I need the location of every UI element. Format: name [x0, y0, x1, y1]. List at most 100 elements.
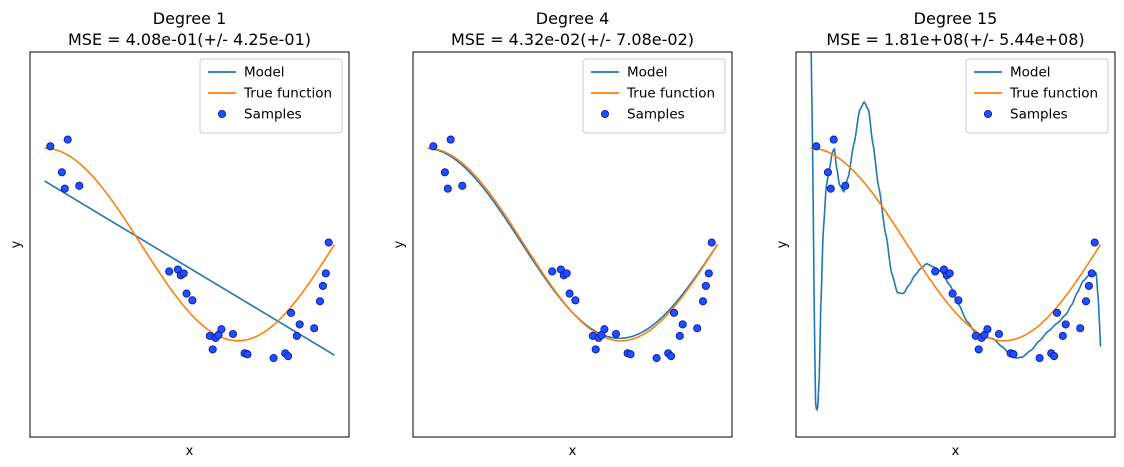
- true-function-line: [810, 147, 1102, 342]
- plot-area: [427, 135, 719, 363]
- sample-point: [324, 238, 333, 247]
- legend-model-label: Model: [627, 65, 668, 81]
- sample-point: [286, 308, 296, 317]
- sample-point: [548, 267, 557, 276]
- sample-point: [707, 238, 716, 247]
- sample-point: [188, 296, 197, 305]
- legend-samples-label: Samples: [1010, 107, 1068, 123]
- legend: Model True function Samples: [199, 58, 343, 134]
- axes-frame: [412, 51, 733, 438]
- sample-point: [310, 324, 319, 333]
- sample-point: [841, 181, 850, 190]
- sample-point: [1050, 352, 1059, 361]
- legend-model-label: Model: [1010, 65, 1051, 81]
- x-axis-label: x: [952, 444, 960, 459]
- sample-point: [591, 345, 600, 354]
- sample-point: [1087, 269, 1096, 278]
- chart-title: Degree 15: [914, 9, 998, 28]
- sample-point: [446, 135, 455, 144]
- sample-point: [571, 296, 580, 305]
- sample-point: [1035, 354, 1044, 363]
- sample-point: [675, 331, 684, 340]
- sample-point: [217, 325, 226, 334]
- sample-point: [611, 329, 621, 339]
- sample-point: [182, 289, 191, 298]
- legend-true-function-label: True function: [626, 86, 715, 102]
- sample-point: [1052, 308, 1062, 317]
- sample-point: [826, 184, 835, 193]
- sample-point: [600, 325, 609, 334]
- legend-box: [199, 58, 343, 134]
- sample-point: [321, 269, 330, 278]
- sample-point: [812, 142, 821, 151]
- sample-point: [829, 135, 838, 144]
- sample-point: [458, 181, 467, 190]
- sample-point: [1009, 350, 1018, 359]
- sample-point: [1081, 297, 1091, 306]
- chart-panel-3: Degree 15 MSE = 1.81e+08(+/- 5.44e+08) x y M…: [775, 9, 1116, 459]
- legend-samples-swatch: [600, 109, 610, 119]
- y-axis-label: y: [392, 240, 407, 248]
- sample-point: [669, 308, 679, 317]
- legend-samples-swatch: [217, 109, 227, 119]
- sample-point: [295, 320, 304, 329]
- sample-point: [1090, 238, 1099, 247]
- sample-point: [931, 267, 940, 276]
- sample-point: [1058, 331, 1067, 340]
- legend-model-label: Model: [244, 65, 285, 81]
- sample-point: [284, 352, 293, 361]
- sample-point: [667, 352, 676, 361]
- legend-box: [582, 58, 726, 134]
- chart-subtitle: MSE = 4.32e-02(+/- 7.08e-02): [451, 30, 694, 49]
- sample-point: [823, 168, 832, 177]
- sample-point: [318, 281, 327, 290]
- true-function-line: [427, 147, 719, 342]
- sample-point: [948, 289, 957, 298]
- sample-point: [652, 354, 661, 363]
- chart-panel-1: Degree 1 MSE = 4.08e-01(+/- 4.25e-01) x y Mo…: [9, 9, 350, 459]
- sample-point: [562, 269, 571, 278]
- plot-area: [810, 52, 1102, 412]
- legend-box: [965, 58, 1109, 134]
- x-axis-label: x: [569, 444, 577, 459]
- chart-title: Degree 1: [153, 9, 227, 28]
- sample-point: [954, 296, 963, 305]
- sample-point: [983, 325, 992, 334]
- sample-point: [57, 168, 66, 177]
- sample-point: [440, 168, 449, 177]
- sample-point: [228, 329, 238, 339]
- true-function-line: [44, 147, 336, 342]
- sample-point: [678, 320, 687, 329]
- y-axis-label: y: [775, 240, 790, 248]
- sample-point: [693, 324, 702, 333]
- axes-frame: [29, 51, 350, 438]
- sample-point: [704, 269, 713, 278]
- legend-samples-label: Samples: [627, 107, 685, 123]
- plot-area: [44, 135, 336, 363]
- y-axis-label: y: [9, 240, 24, 248]
- sample-point: [698, 297, 708, 306]
- sample-point: [63, 135, 72, 144]
- legend-samples-label: Samples: [244, 107, 302, 123]
- chart-subtitle: MSE = 4.08e-01(+/- 4.25e-01): [68, 30, 311, 49]
- sample-point: [565, 289, 574, 298]
- sample-point: [994, 329, 1004, 339]
- legend-samples-swatch: [983, 109, 993, 119]
- sample-point: [60, 184, 69, 193]
- sample-point: [179, 269, 188, 278]
- sample-point: [75, 181, 84, 190]
- chart-panel-2: Degree 4 MSE = 4.32e-02(+/- 7.08e-02) x y Mo…: [392, 9, 733, 459]
- sample-point: [315, 297, 325, 306]
- sample-point: [974, 345, 983, 354]
- sample-point: [165, 267, 174, 276]
- sample-point: [46, 142, 55, 151]
- sample-point: [208, 345, 217, 354]
- sample-point: [945, 269, 954, 278]
- sample-point: [701, 281, 710, 290]
- x-axis-label: x: [186, 444, 194, 459]
- axes-frame: [795, 51, 1116, 438]
- legend: Model True function Samples: [965, 58, 1109, 134]
- legend: Model True function Samples: [582, 58, 726, 134]
- sample-point: [443, 184, 452, 193]
